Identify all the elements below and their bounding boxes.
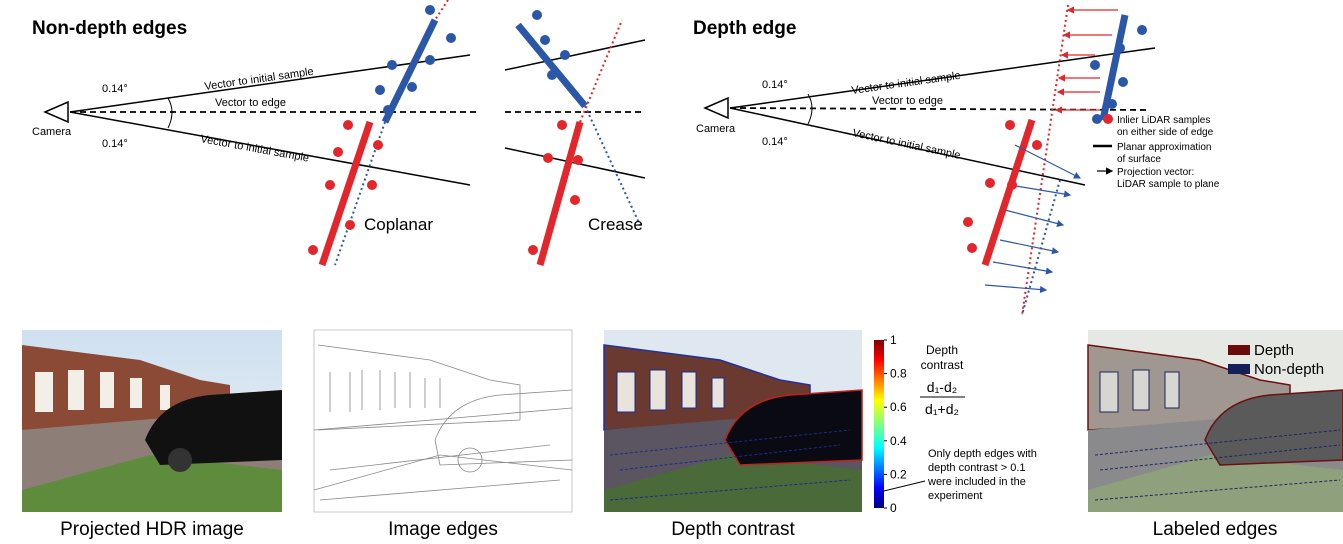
legend-text: Projection vector: [1117, 167, 1194, 178]
vector-label: Vector to edge [215, 97, 286, 109]
formula-numerator: d₁-d₂ [927, 379, 957, 395]
camera-label: Camera [696, 123, 736, 135]
colorbar-tick-label: 0.2 [890, 467, 907, 481]
legend-text: Depth [1254, 342, 1294, 359]
legend-text: Inlier LiDAR samples [1117, 115, 1210, 126]
depth-diagram: Depth edge 0.14° 0.14° Camera Vector to … [693, 5, 1220, 315]
colorbar-tick-label: 0.6 [890, 400, 907, 414]
legend-text: LiDAR sample to plane [1117, 179, 1220, 190]
vector-label: Vector to edge [872, 95, 943, 107]
legend-text: of surface [1117, 154, 1161, 165]
note: depth contrast > 0.1 [928, 462, 1026, 474]
caption: Labeled edges [1153, 519, 1278, 540]
formula-denominator: d₁+d₂ [925, 401, 959, 417]
colorbar-title: Depth [926, 343, 958, 357]
note: were included in the [927, 476, 1026, 488]
caption: Image edges [388, 519, 498, 540]
caption: Projected HDR image [60, 519, 244, 540]
colorbar-tick-label: 0.8 [890, 367, 907, 381]
note: Only depth edges with [928, 448, 1037, 460]
colorbar-title: contrast [921, 358, 964, 372]
colorbar-tick-label: 1 [890, 333, 897, 347]
caption: Depth contrast [671, 519, 795, 540]
colorbar-tick-label: 0 [890, 501, 897, 515]
figure: Non-depth edges 0.14° 0.14° Camera Vecto… [0, 0, 1343, 544]
non-depth-diagram: Non-depth edges 0.14° 0.14° Camera Vecto… [32, 0, 645, 265]
image-edges: Image edges [314, 330, 572, 540]
title: Depth edge [693, 18, 796, 39]
vector-label: Vector to initial sample [851, 70, 962, 97]
labeled-image: Depth Non-depth Labeled edges [1088, 330, 1343, 540]
angle-label: 0.14° [762, 136, 788, 148]
angle-label: 0.14° [102, 83, 128, 95]
legend-text: Non-depth [1254, 361, 1324, 378]
angle-label: 0.14° [762, 79, 788, 91]
colorbar: Depth contrast d₁-d₂ d₁+d₂ Only depth ed… [874, 333, 1037, 515]
vector-label: Vector to initial sample [204, 66, 315, 93]
colorbar-tick-label: 0.4 [890, 434, 907, 448]
angle-label: 0.14° [102, 138, 128, 150]
vector-label: Vector to initial sample [199, 133, 309, 164]
crease-label: Crease [588, 215, 643, 234]
title: Non-depth edges [32, 18, 187, 39]
depth-contrast-image: Depth contrast [604, 330, 862, 540]
legend-text: on either side of edge [1117, 127, 1214, 138]
legend-text: Planar approximation [1117, 142, 1212, 153]
vector-label: Vector to initial sample [851, 127, 961, 162]
note: experiment [928, 490, 982, 502]
camera-label: Camera [32, 126, 72, 138]
hdr-image: Projected HDR image [22, 330, 282, 540]
coplanar-label: Coplanar [364, 215, 433, 234]
